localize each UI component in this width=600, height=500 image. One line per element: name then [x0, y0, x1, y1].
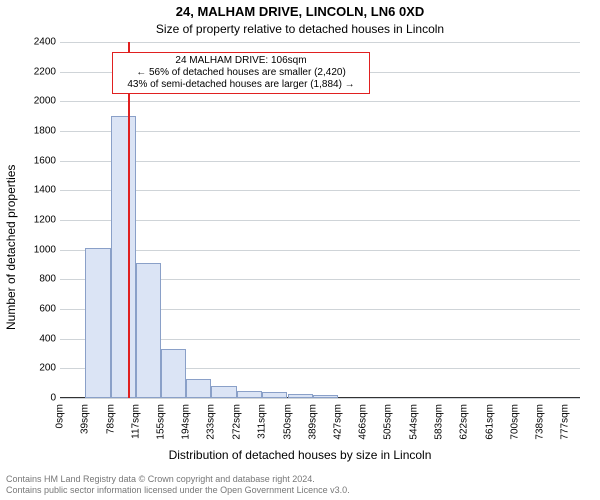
histogram-bar	[186, 379, 211, 398]
x-tick-label: 505sqm	[383, 404, 394, 440]
histogram-bar	[288, 394, 313, 398]
x-tick-label: 427sqm	[332, 404, 343, 440]
annotation-line: 43% of semi-detached houses are larger (…	[117, 79, 365, 91]
gridline	[60, 250, 580, 251]
y-tick-label: 1600	[16, 155, 56, 166]
page-subtitle: Size of property relative to detached ho…	[0, 22, 600, 36]
x-tick-label: 117sqm	[131, 404, 142, 439]
histogram-bar	[111, 116, 136, 398]
annotation-line: ← 56% of detached houses are smaller (2,…	[117, 67, 365, 79]
histogram-bar	[262, 392, 287, 398]
x-tick-label: 350sqm	[282, 404, 293, 440]
x-tick-label: 389sqm	[307, 404, 318, 440]
gridline	[60, 161, 580, 162]
y-tick-label: 600	[16, 304, 56, 315]
gridline	[60, 220, 580, 221]
y-tick-label: 1400	[16, 185, 56, 196]
y-tick-label: 200	[16, 363, 56, 374]
x-tick-label: 700sqm	[510, 404, 521, 440]
x-tick-label: 583sqm	[433, 404, 444, 440]
x-tick-label: 622sqm	[459, 404, 470, 440]
x-tick-label: 777sqm	[560, 404, 571, 440]
x-tick-label: 311sqm	[257, 404, 268, 439]
x-axis-label: Distribution of detached houses by size …	[0, 448, 600, 462]
footer-line-1: Contains HM Land Registry data © Crown c…	[6, 474, 350, 485]
x-tick-label: 78sqm	[105, 404, 116, 434]
y-tick-label: 400	[16, 333, 56, 344]
y-tick-label: 800	[16, 274, 56, 285]
gridline	[60, 42, 580, 43]
annotation-line: 24 MALHAM DRIVE: 106sqm	[117, 55, 365, 67]
property-marker-line	[128, 42, 130, 398]
histogram-bar	[85, 248, 110, 398]
histogram-bar	[161, 349, 186, 398]
x-tick-label: 0sqm	[55, 404, 66, 428]
histogram-bar	[313, 395, 338, 398]
x-tick-label: 272sqm	[231, 404, 242, 440]
x-tick-label: 544sqm	[408, 404, 419, 440]
x-tick-label: 738sqm	[534, 404, 545, 440]
annotation-box: 24 MALHAM DRIVE: 106sqm← 56% of detached…	[112, 52, 370, 94]
histogram-plot: 0200400600800100012001400160018002000220…	[60, 42, 580, 398]
y-tick-label: 1200	[16, 215, 56, 226]
gridline	[60, 398, 580, 399]
gridline	[60, 101, 580, 102]
gridline	[60, 131, 580, 132]
x-tick-label: 466sqm	[357, 404, 368, 440]
gridline	[60, 190, 580, 191]
x-tick-label: 194sqm	[181, 404, 192, 440]
footer-line-2: Contains public sector information licen…	[6, 485, 350, 496]
footer-attribution: Contains HM Land Registry data © Crown c…	[6, 474, 350, 497]
page-title: 24, MALHAM DRIVE, LINCOLN, LN6 0XD	[0, 4, 600, 19]
x-tick-label: 39sqm	[80, 404, 91, 434]
histogram-bar	[136, 263, 161, 398]
histogram-bar	[237, 391, 262, 398]
y-tick-label: 0	[16, 393, 56, 404]
x-tick-label: 661sqm	[484, 404, 495, 440]
y-tick-label: 2400	[16, 37, 56, 48]
x-tick-label: 155sqm	[155, 404, 166, 440]
y-tick-label: 1000	[16, 244, 56, 255]
y-tick-label: 2000	[16, 96, 56, 107]
x-tick-label: 233sqm	[206, 404, 217, 440]
y-tick-label: 2200	[16, 66, 56, 77]
y-tick-label: 1800	[16, 126, 56, 137]
histogram-bar	[211, 386, 236, 398]
